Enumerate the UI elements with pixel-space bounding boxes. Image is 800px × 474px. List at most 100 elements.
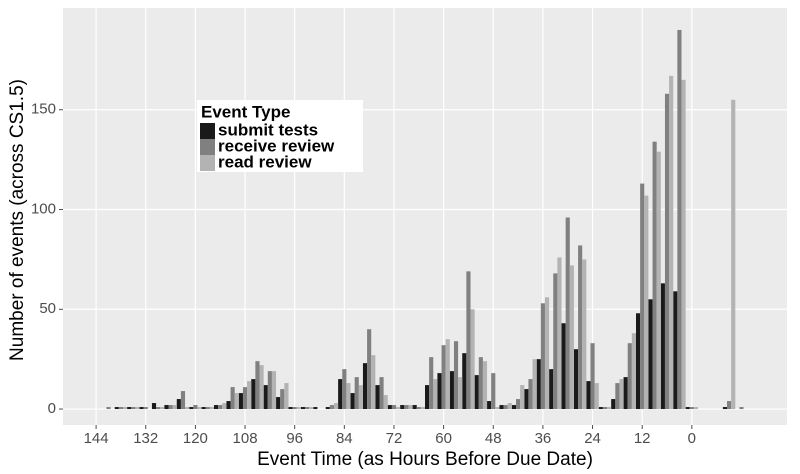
bar [478, 357, 483, 410]
bar [693, 407, 699, 410]
bar [549, 369, 554, 410]
bar [635, 313, 641, 410]
bar [441, 345, 446, 410]
bar [263, 385, 268, 410]
bar [573, 349, 579, 410]
x-tick-label: 60 [435, 430, 452, 447]
x-tick-label: 120 [183, 430, 208, 447]
bar [524, 389, 529, 410]
bar [151, 403, 157, 410]
bar [565, 217, 570, 410]
bar [114, 407, 119, 410]
bar [615, 383, 620, 410]
bar [118, 407, 123, 410]
bar [433, 379, 438, 410]
bar [516, 399, 521, 410]
bar [367, 329, 372, 410]
legend-title: Event Type [201, 102, 290, 121]
bar [259, 365, 264, 410]
legend-label: submit tests [218, 120, 318, 139]
bar [329, 405, 334, 410]
bar [470, 309, 475, 410]
bar [507, 403, 512, 410]
bar [400, 405, 405, 410]
bar [569, 265, 574, 410]
bar [338, 379, 343, 410]
bar [673, 291, 678, 410]
y-axis-title: Number of events (across CS1.5) [7, 79, 28, 361]
bar [176, 399, 181, 410]
bar [131, 407, 136, 410]
bar [623, 377, 628, 410]
bar [586, 381, 591, 410]
bar [205, 407, 210, 410]
bar [375, 385, 380, 410]
legend-label: receive review [218, 136, 335, 155]
bar [189, 407, 194, 410]
bar [425, 385, 430, 410]
grid [63, 8, 787, 425]
bar [371, 355, 376, 410]
bar [242, 387, 248, 410]
bar [255, 361, 260, 410]
bar [143, 407, 148, 410]
bar [602, 407, 608, 410]
bar [193, 405, 198, 410]
bar [276, 397, 281, 410]
x-axis-title: Event Time (as Hours Before Due Date) [257, 449, 593, 470]
bar [445, 339, 450, 410]
bar [669, 75, 674, 410]
bar [396, 407, 401, 410]
y-tick-label: 50 [39, 300, 56, 317]
bar [362, 363, 368, 410]
legend-swatch [200, 139, 215, 155]
bar [739, 407, 744, 410]
bar [491, 373, 496, 410]
bar [404, 405, 409, 410]
bar [214, 405, 219, 410]
bar [230, 387, 235, 410]
bar [333, 403, 339, 410]
bar [536, 359, 541, 410]
bar [387, 405, 392, 410]
x-tick-label: 12 [634, 430, 651, 447]
x-tick-label: 84 [336, 430, 353, 447]
bar [528, 379, 533, 410]
bar [160, 407, 165, 410]
bar [164, 405, 169, 410]
bar [660, 283, 665, 410]
bar [590, 343, 595, 410]
bar [127, 407, 132, 410]
bar [731, 99, 736, 410]
y-tick-label: 100 [31, 200, 56, 217]
legend-label: read review [218, 152, 312, 171]
bar [222, 403, 227, 410]
x-tick-label: 36 [535, 430, 552, 447]
bar [288, 407, 293, 410]
bar [487, 401, 492, 410]
bar [582, 259, 587, 410]
bar [247, 381, 252, 410]
bar [180, 391, 186, 410]
bar [209, 407, 215, 410]
bar [292, 407, 297, 410]
bar [284, 383, 289, 410]
bar [139, 407, 144, 410]
bar [156, 407, 161, 410]
bar [379, 377, 384, 410]
bar [540, 303, 545, 410]
bar [168, 405, 173, 410]
bar [499, 405, 504, 410]
bar [172, 405, 177, 410]
bar [656, 151, 661, 410]
y-tick-label: 0 [48, 400, 56, 417]
bar [503, 405, 508, 410]
bar [557, 257, 562, 410]
bar [300, 407, 306, 410]
bar [677, 29, 682, 410]
x-tick-label: 108 [233, 430, 258, 447]
bar [416, 407, 421, 410]
bar [342, 369, 347, 410]
